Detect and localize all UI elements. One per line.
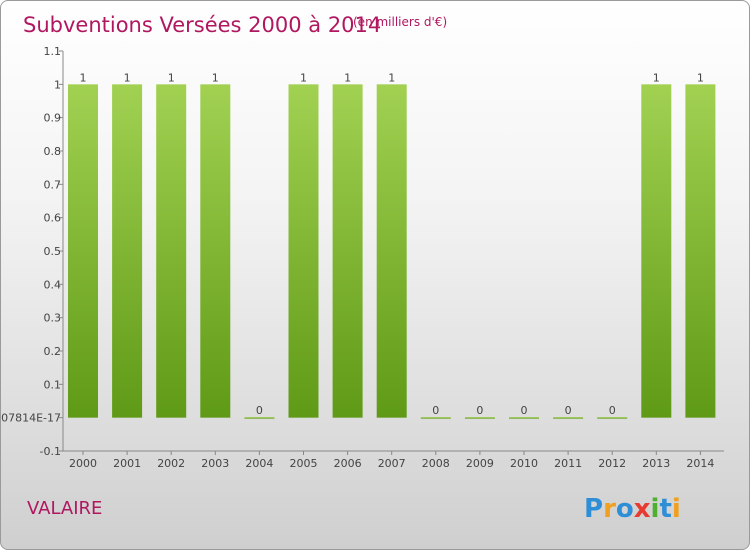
bar-2002 (156, 84, 186, 417)
data-label: 1 (344, 71, 351, 84)
data-label: 1 (212, 71, 219, 84)
chart-title: Subventions Versées 2000 à 2014 (23, 13, 381, 37)
chart-subtitle: (en milliers d'€) (353, 15, 447, 29)
data-label: 1 (653, 71, 660, 84)
y-tick-label: 0.2 (44, 345, 62, 358)
bar-2000 (68, 84, 98, 417)
bar-2013 (641, 84, 671, 417)
data-label: 0 (521, 404, 528, 417)
x-tick-label: 2010 (510, 457, 538, 470)
bar-2007 (377, 84, 407, 417)
data-label: 0 (476, 404, 483, 417)
y-tick-label: 1.3877787807814E-17 (1, 412, 61, 425)
location-label: VALAIRE (27, 498, 102, 519)
bar-2011 (553, 417, 583, 419)
x-tick-label: 2012 (598, 457, 626, 470)
data-label: 1 (124, 71, 131, 84)
x-tick-label: 2005 (290, 457, 318, 470)
bar-2012 (597, 417, 627, 419)
bar-2001 (112, 84, 142, 417)
y-tick-label: 1.1 (44, 45, 62, 58)
x-tick-label: 2014 (686, 457, 714, 470)
y-tick-label: 0.6 (44, 212, 62, 225)
x-tick-label: 2000 (69, 457, 97, 470)
y-tick-label: 1 (54, 78, 61, 91)
data-label: 0 (565, 404, 572, 417)
data-label: 0 (432, 404, 439, 417)
x-tick-label: 2006 (334, 457, 362, 470)
x-tick-labels: 2000 2001 2002 2003 2004 2005 2006 2007 2008 2009… (69, 457, 714, 470)
y-tick-label: 0.7 (44, 178, 62, 191)
bar-2014 (685, 84, 715, 417)
svg-text:Proxiti: Proxiti (584, 494, 681, 524)
bar-2008 (421, 417, 451, 419)
y-tick-label: 0.9 (44, 112, 62, 125)
data-label: 0 (256, 404, 263, 417)
x-tick-label: 2001 (113, 457, 141, 470)
x-tick-label: 2013 (642, 457, 670, 470)
data-label: 1 (168, 71, 175, 84)
x-tick-label: 2002 (157, 457, 185, 470)
bar-2003 (200, 84, 230, 417)
bar-2005 (289, 84, 319, 417)
data-label: 1 (300, 71, 307, 84)
data-label: 1 (697, 71, 704, 84)
bars-layer (68, 84, 715, 418)
y-tick-label: -0.1 (40, 445, 61, 458)
x-tick-label: 2007 (378, 457, 406, 470)
bar-2006 (333, 84, 363, 417)
data-label: 1 (80, 71, 87, 84)
x-tick-label: 2008 (422, 457, 450, 470)
y-tick-label: 0.3 (44, 312, 62, 325)
proxiti-logo: Proxiti (584, 494, 681, 524)
y-tick-label: 0.1 (44, 378, 62, 391)
bar-2010 (509, 417, 539, 419)
data-label: 0 (609, 404, 616, 417)
y-tick-labels: 1.1 1 0.9 0.8 0.7 0.6 0.5 0.4 0.3 0.2 0.1 1.3877787… (1, 45, 61, 458)
x-tick-label: 2011 (554, 457, 582, 470)
x-tick-label: 2003 (201, 457, 229, 470)
x-tick-label: 2009 (466, 457, 494, 470)
x-tick-label: 2004 (245, 457, 273, 470)
y-tick-label: 0.4 (44, 278, 62, 291)
bar-2004 (244, 417, 274, 419)
bar-2009 (465, 417, 495, 419)
data-label: 1 (388, 71, 395, 84)
y-tick-label: 0.5 (44, 245, 62, 258)
y-tick-label: 0.8 (44, 145, 62, 158)
